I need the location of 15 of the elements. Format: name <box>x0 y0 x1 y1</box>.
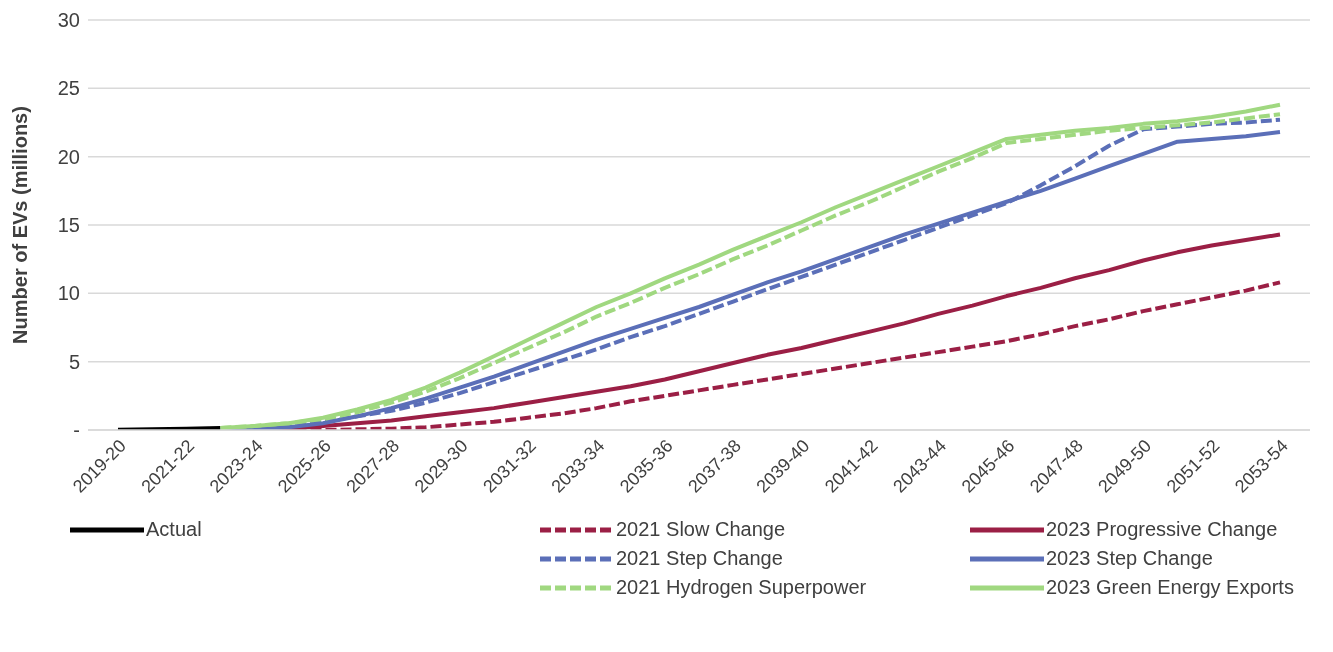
y-tick-label: 30 <box>57 9 80 32</box>
legend-label: Actual <box>146 518 202 541</box>
legend-label: 2021 Step Change <box>616 547 783 570</box>
legend-label: 2023 Step Change <box>1046 547 1213 570</box>
legend-label: 2023 Progressive Change <box>1046 518 1278 541</box>
y-axis-title: Number of EVs (millions) <box>9 106 32 344</box>
y-tick-label: 15 <box>57 214 80 237</box>
y-tick-label: 10 <box>57 282 80 305</box>
y-tick-label: - <box>73 419 80 442</box>
legend-label: 2023 Green Energy Exports <box>1046 576 1294 599</box>
y-tick-label: 25 <box>57 77 80 100</box>
legend-label: 2021 Hydrogen Superpower <box>616 576 867 599</box>
y-tick-label: 20 <box>57 145 80 168</box>
y-tick-label: 5 <box>68 350 80 373</box>
legend-label: 2021 Slow Change <box>616 518 786 541</box>
